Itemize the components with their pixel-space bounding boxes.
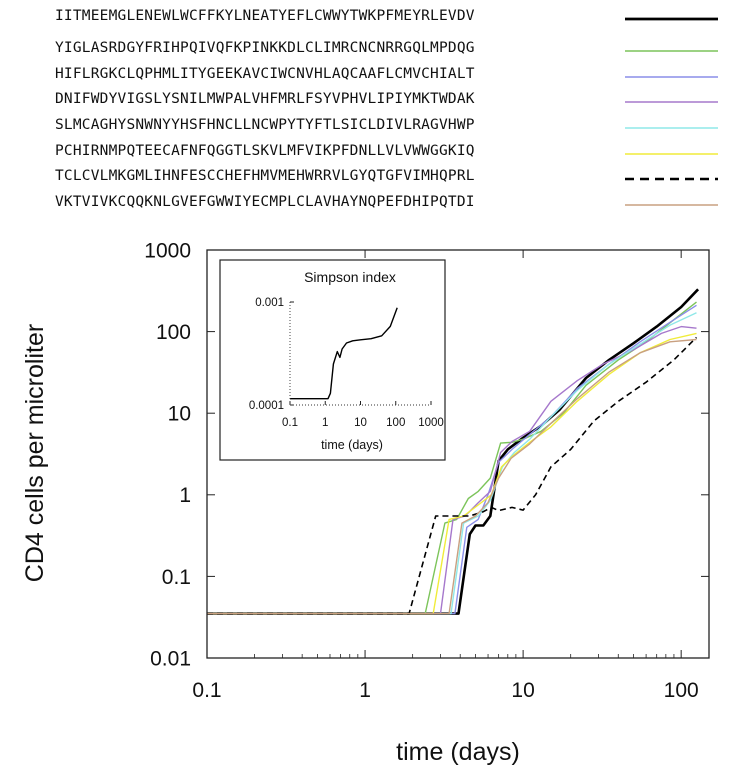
inset-x-axis-label: time (days) [321,438,383,452]
inset-x-tick-label-5: 1000 [418,417,444,429]
legend-swatches [625,17,718,206]
inset-series-group [290,307,398,400]
inset-box [219,259,446,461]
main-series-line-1 [207,288,700,615]
main-series-line-7 [207,336,698,615]
legend-sequence-5: SLMCAGHYSNWNYYHSFHNCLLNCWPYTYFTLSICLDIVL… [55,117,475,133]
legend-sequence-7: TCLCVLMKGMLIHNFESCCHEFHMVMEHWRRVLGYQTGFV… [55,168,475,184]
main-y-tick-label-3: 1 [179,484,191,507]
main-x-tick-label-3: 10 [511,679,534,702]
inset-x-tick-label-2: 1 [322,417,328,429]
main-x-tick-label-1: 0.1 [192,679,221,702]
inset-series-line-1 [290,307,398,400]
main-x-tick-label-2: 1 [359,679,371,702]
legend-sequence-1: IITMEEMGLENEWLWCFFKYLNEATYEFLCWWYTWKPFME… [55,8,475,24]
inset-x-tick-label-3: 10 [354,417,367,429]
main-y-tick-label-4: 10 [168,403,191,426]
inset-x-tick-label-4: 100 [386,417,405,429]
main-x-tick-label-4: 100 [664,679,699,702]
main-y-tick-label-5: 100 [156,321,191,344]
inset-axes: 0.1 1 10 100 1000 0.0001 0.001 [249,297,444,429]
sequence-legend: IITMEEMGLENEWLWCFFKYLNEATYEFLCWWYTWKPFME… [0,0,743,225]
legend-sequence-2: YIGLASRDGYFRIHPQIVQFKPINKKDLCLIMRCNCNRRG… [55,40,475,56]
main-series-group [207,288,700,615]
main-y-tick-label-2: 0.1 [162,566,191,589]
legend-sequence-4: DNIFWDYVIGSLYSNILMWPALVHFMRLFSYVPHVLIPIY… [55,91,475,107]
main-y-tick-label-6: 1000 [144,239,191,262]
legend-sequence-6: PCHIRNMPQTEECAFNFQGGTLSKVLMFVIKPFDNLLVLV… [55,143,475,159]
legend-sequence-3: HIFLRGKCLQPHMLITYGEEKAVCIWCNVHLAQCAAFLCM… [55,66,475,82]
main-series-line-8 [207,338,697,615]
main-series-line-5 [207,312,697,615]
y-axis-label: CD4 cells per microliter [21,324,49,582]
main-y-tick-label-1: 0.01 [150,647,191,670]
inset-x-tick-label-1: 0.1 [282,417,298,429]
legend-sequence-8: VKTVIVKCQQKNLGVEFGWWIYECMPLCLAVHAYNQPEFD… [55,194,475,210]
inset-title: Simpson index [304,269,396,285]
main-plot-frame [206,249,710,659]
inset-y-tick-label-2: 0.001 [255,297,284,309]
x-axis-label: time (days) [396,738,520,766]
main-series-line-3 [207,304,697,615]
inset-y-tick-label-1: 0.0001 [249,400,284,412]
